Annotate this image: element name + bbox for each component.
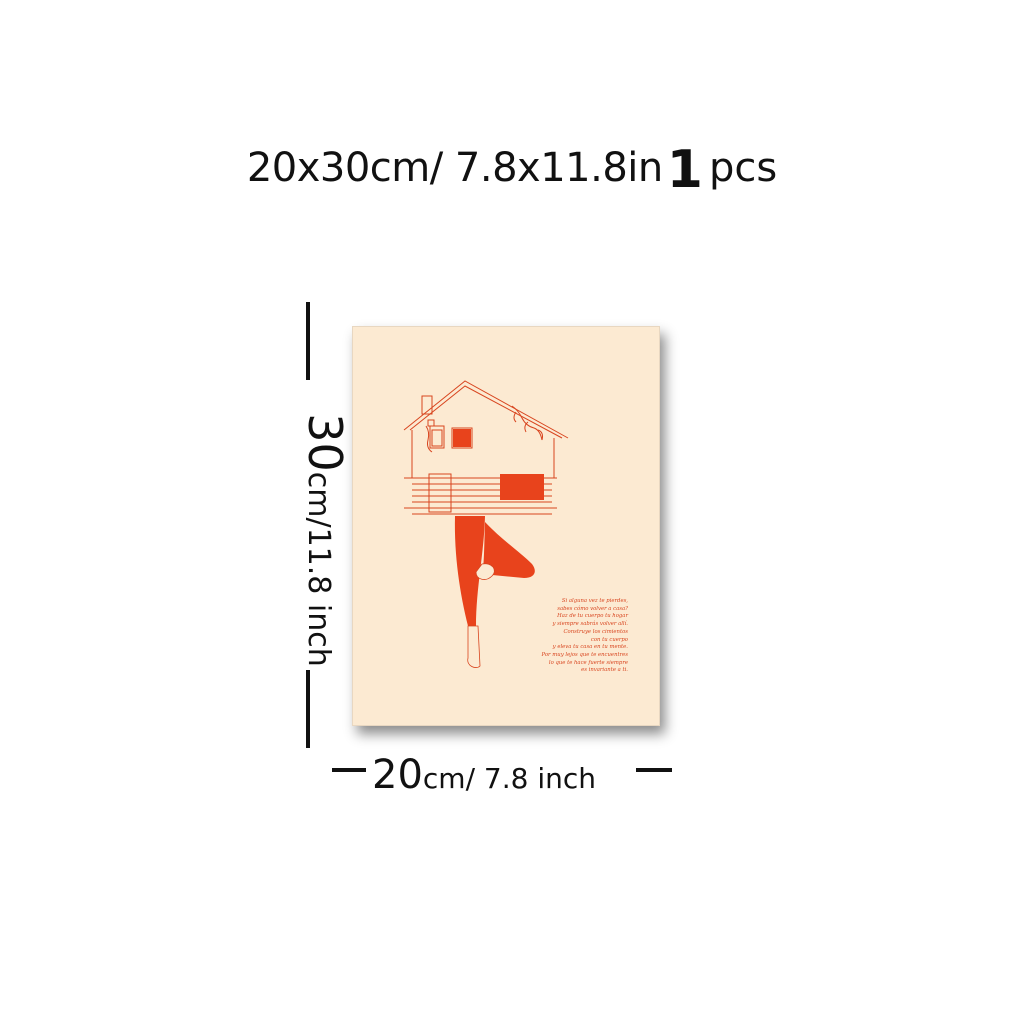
size-heading: 20x30cm/ 7.8x11.8in1 pcs (0, 140, 1024, 200)
poster-print: Si alguna vez te pierdes, sabes cómo vol… (352, 326, 660, 726)
quantity-unit: pcs (708, 145, 778, 191)
height-dimension-line-bottom (306, 670, 310, 748)
width-unit-text: cm/ 7.8 inch (422, 762, 597, 795)
size-text: 20x30cm/ 7.8x11.8in (246, 145, 663, 191)
standing-leg (454, 516, 485, 626)
poem-line: Haz de tu cuerpo tu hogar (557, 613, 628, 620)
roof-outline-icon (403, 380, 569, 439)
poem-line: es invariante a ti. (581, 667, 628, 674)
poem-line: Por muy lejos que te encuentres (541, 651, 628, 658)
poem-text-block: Si alguna vez te pierdes, sabes cómo vol… (510, 598, 628, 675)
upper-window-fill (453, 429, 471, 447)
width-dimension-line-right (636, 768, 672, 772)
foot-standing (467, 625, 481, 668)
height-unit-text: cm/11.8 inch (301, 471, 336, 667)
foot-resting (475, 563, 495, 580)
poem-line: sabes cómo volver a casa? (557, 605, 628, 612)
poem-line: lo que te hace fuerte siempre (548, 659, 628, 666)
poem-line: Si alguna vez te pierdes, (561, 598, 628, 604)
width-number: 20 (372, 752, 423, 798)
house-leg-illustration (403, 380, 569, 668)
bent-leg (482, 522, 535, 578)
poem-line: con tu cuerpo (590, 636, 628, 643)
poem-line: y eleva tu casa en tu mente. (552, 644, 628, 651)
poem-line: Construye los cimientos (563, 628, 629, 635)
quantity-number: 1 (666, 140, 703, 200)
height-dimension-line-top (306, 302, 310, 380)
poem-line: y siempre sabrás volver allí. (552, 621, 629, 628)
lower-window-fill (500, 474, 544, 500)
height-dimension-label: 30cm/11.8 inch (298, 413, 352, 667)
width-dimension-line-left (332, 768, 366, 772)
width-dimension-label: 20cm/ 7.8 inch (372, 752, 596, 798)
height-number: 30 (298, 413, 352, 472)
